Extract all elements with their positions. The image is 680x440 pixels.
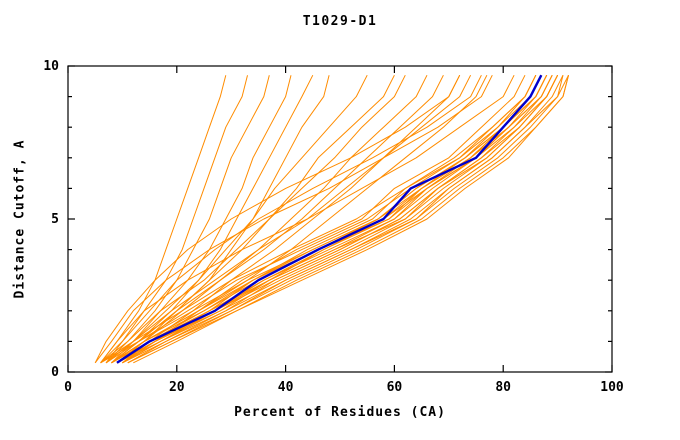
model-curve	[105, 74, 368, 364]
model-curve	[122, 75, 564, 364]
model-curve	[111, 74, 461, 364]
chart-title: T1029-D1	[302, 14, 378, 29]
x-tick-label: 0	[64, 380, 72, 395]
model-curve	[94, 74, 493, 364]
model-curve	[116, 74, 548, 364]
x-tick-label: 40	[278, 380, 294, 395]
model-curve	[111, 74, 553, 364]
model-curve	[116, 74, 548, 364]
model-curve	[127, 75, 569, 364]
x-axis-label: Percent of Residues (CA)	[234, 405, 446, 420]
model-curve	[111, 74, 542, 364]
model-curve	[100, 75, 227, 364]
model-curve	[94, 74, 461, 364]
model-curve	[105, 74, 444, 364]
x-tick-label: 80	[495, 380, 511, 395]
model-curve	[105, 74, 482, 364]
x-tick-label: 60	[387, 380, 403, 395]
y-tick-label: 5	[51, 212, 59, 227]
model-curve	[127, 74, 564, 364]
model-curve	[116, 74, 428, 364]
y-axis-label: Distance Cutoff, A	[12, 139, 28, 299]
x-tick-label: 100	[600, 380, 624, 395]
model-curve	[105, 75, 270, 364]
x-tick-label: 20	[169, 380, 185, 395]
model-curve	[100, 74, 314, 364]
model-curve	[116, 74, 559, 364]
model-curve	[111, 74, 537, 364]
model-curve	[111, 74, 537, 364]
model-curve	[100, 74, 515, 364]
y-tick-label: 0	[51, 365, 59, 380]
model-curve	[100, 75, 248, 364]
highlight-curve	[116, 74, 543, 364]
model-curve	[100, 74, 406, 364]
model-curve	[105, 75, 292, 364]
y-tick-label: 10	[43, 59, 59, 74]
